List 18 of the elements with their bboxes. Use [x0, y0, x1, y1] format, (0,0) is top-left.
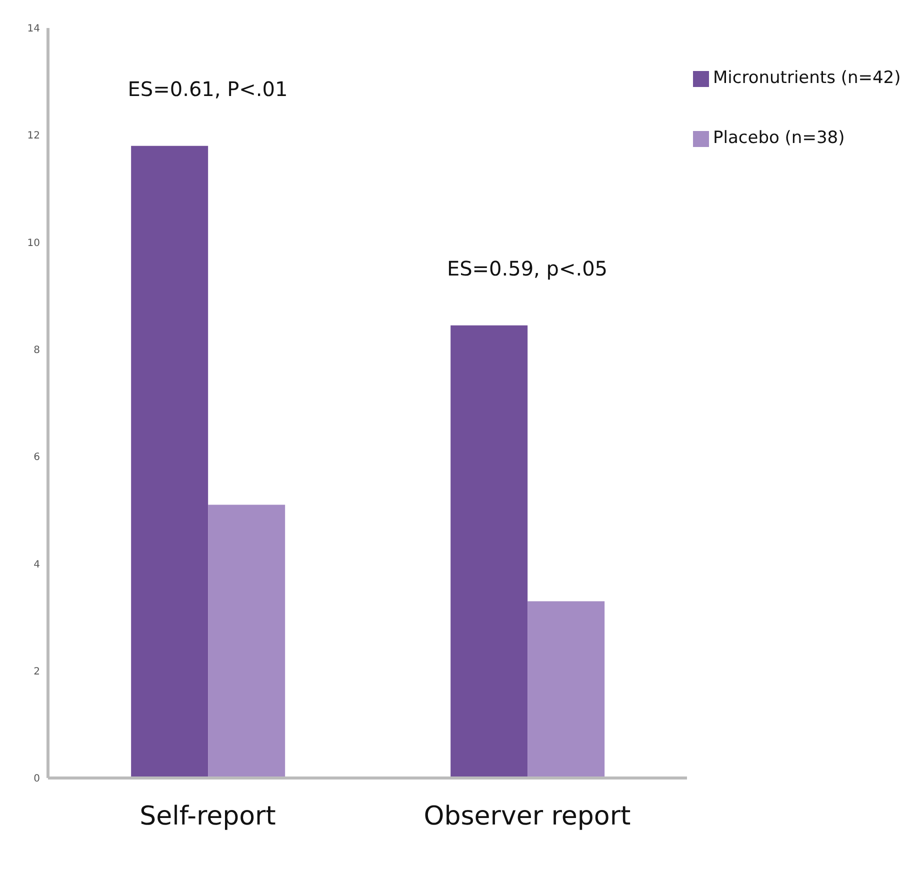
y-tick-label: 6: [34, 452, 40, 464]
bar: [450, 325, 528, 778]
y-tick-label: 8: [34, 344, 40, 356]
y-tick-label: 0: [34, 774, 40, 785]
bar: [528, 601, 605, 778]
y-tick-label: 4: [34, 559, 40, 570]
legend-label: Micronutrients (n=42): [713, 68, 901, 88]
y-tick-label: 14: [27, 24, 40, 35]
annotation: ES=0.59, p<.05: [446, 256, 608, 280]
y-tick-label: 10: [27, 238, 40, 249]
bar: [131, 146, 208, 778]
x-tick-label: Observer report: [424, 801, 631, 832]
x-tick-label: Self-report: [140, 801, 276, 832]
legend-label: Placebo (n=38): [713, 128, 845, 148]
y-tick-label: 12: [27, 130, 40, 142]
y-tick-label: 2: [34, 666, 40, 678]
bar: [208, 504, 286, 778]
annotation: ES=0.61, P<.01: [128, 76, 288, 101]
